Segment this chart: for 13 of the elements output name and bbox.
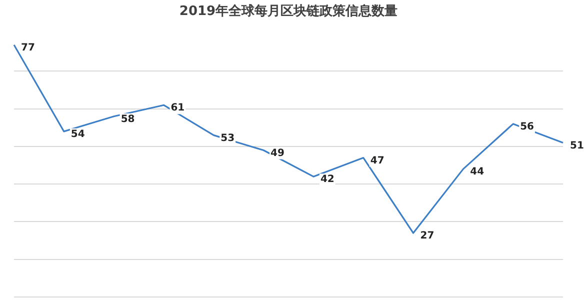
chart-title: 2019年全球每月区块链政策信息数量 bbox=[179, 3, 398, 20]
data-label: 44 bbox=[470, 166, 484, 178]
data-label: 56 bbox=[520, 122, 534, 132]
data-label: 49 bbox=[270, 148, 285, 159]
data-label: 61 bbox=[170, 102, 185, 114]
data-label: 58 bbox=[120, 114, 135, 125]
data-label: 77 bbox=[21, 42, 35, 54]
data-label: 51 bbox=[570, 140, 584, 152]
data-label: 54 bbox=[70, 129, 85, 140]
data-label: 42 bbox=[320, 174, 334, 186]
data-label: 53 bbox=[220, 132, 235, 144]
data-label: 27 bbox=[420, 230, 434, 242]
data-label: 47 bbox=[370, 155, 384, 166]
